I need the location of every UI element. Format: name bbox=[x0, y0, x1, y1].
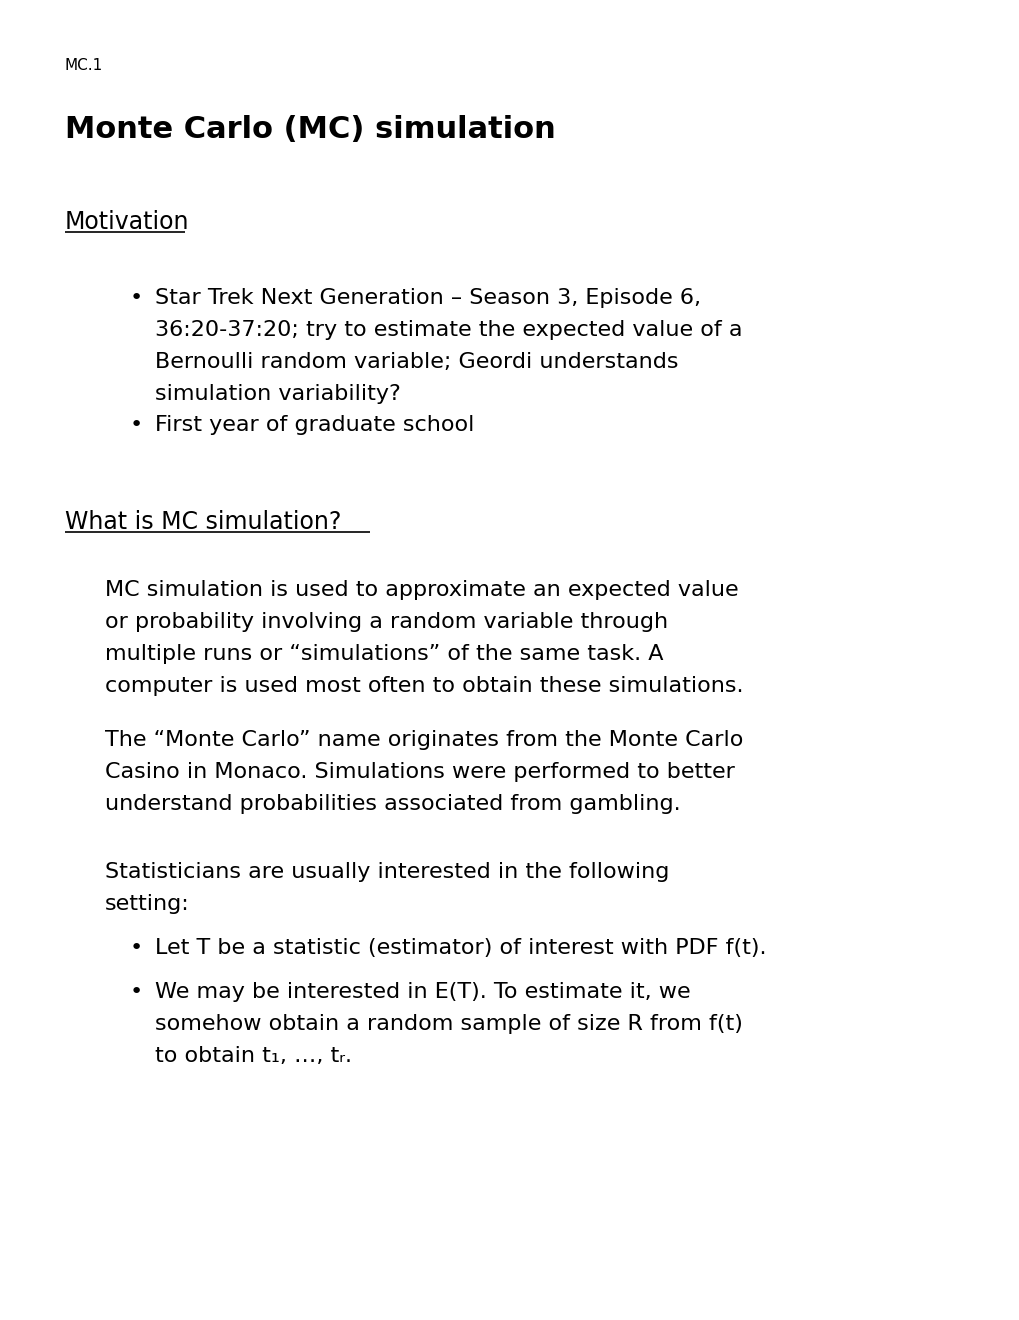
Text: 36:20-37:20; try to estimate the expected value of a: 36:20-37:20; try to estimate the expecte… bbox=[155, 319, 742, 341]
Text: Star Trek Next Generation – Season 3, Episode 6,: Star Trek Next Generation – Season 3, Ep… bbox=[155, 288, 700, 308]
Text: computer is used most often to obtain these simulations.: computer is used most often to obtain th… bbox=[105, 676, 743, 696]
Text: understand probabilities associated from gambling.: understand probabilities associated from… bbox=[105, 795, 680, 814]
Text: First year of graduate school: First year of graduate school bbox=[155, 414, 474, 436]
Text: •: • bbox=[129, 982, 143, 1002]
Text: to obtain t₁, …, tᵣ.: to obtain t₁, …, tᵣ. bbox=[155, 1045, 352, 1067]
Text: or probability involving a random variable through: or probability involving a random variab… bbox=[105, 612, 667, 632]
Text: The “Monte Carlo” name originates from the Monte Carlo: The “Monte Carlo” name originates from t… bbox=[105, 730, 743, 750]
Text: Monte Carlo (MC) simulation: Monte Carlo (MC) simulation bbox=[65, 115, 555, 144]
Text: somehow obtain a random sample of size R from f(t): somehow obtain a random sample of size R… bbox=[155, 1014, 742, 1034]
Text: •: • bbox=[129, 288, 143, 308]
Text: simulation variability?: simulation variability? bbox=[155, 384, 400, 404]
Text: Statisticians are usually interested in the following: Statisticians are usually interested in … bbox=[105, 862, 668, 882]
Text: Let T be a statistic (estimator) of interest with PDF f(t).: Let T be a statistic (estimator) of inte… bbox=[155, 939, 765, 958]
Text: •: • bbox=[129, 939, 143, 958]
Text: MC simulation is used to approximate an expected value: MC simulation is used to approximate an … bbox=[105, 579, 738, 601]
Text: Bernoulli random variable; Geordi understands: Bernoulli random variable; Geordi unders… bbox=[155, 352, 678, 372]
Text: setting:: setting: bbox=[105, 894, 190, 913]
Text: multiple runs or “simulations” of the same task. A: multiple runs or “simulations” of the sa… bbox=[105, 644, 662, 664]
Text: Motivation: Motivation bbox=[65, 210, 190, 234]
Text: We may be interested in E(T). To estimate it, we: We may be interested in E(T). To estimat… bbox=[155, 982, 690, 1002]
Text: MC.1: MC.1 bbox=[65, 58, 103, 73]
Text: Casino in Monaco. Simulations were performed to better: Casino in Monaco. Simulations were perfo… bbox=[105, 762, 734, 781]
Text: •: • bbox=[129, 414, 143, 436]
Text: What is MC simulation?: What is MC simulation? bbox=[65, 510, 341, 535]
